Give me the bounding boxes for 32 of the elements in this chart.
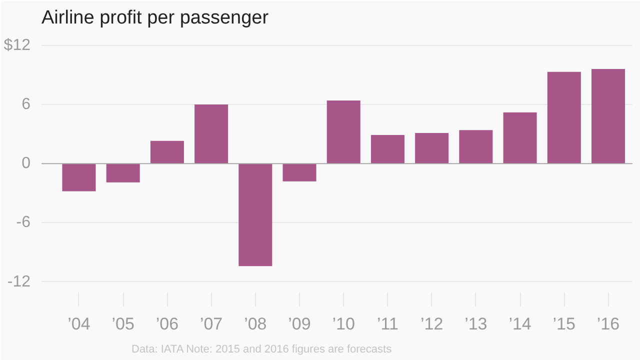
bar [194,104,228,164]
x-tick-label: ’16 [596,314,620,334]
bar [238,164,272,266]
bar [547,72,581,164]
bar [459,130,493,164]
x-tick-label: ’13 [464,314,488,334]
x-tick-label: ’12 [420,314,444,334]
y-tick-label: -6 [16,214,31,232]
bar [503,112,537,164]
x-tick-label: ’04 [68,314,90,334]
y-tick-label: $12 [4,36,31,54]
bar [591,68,625,164]
x-tick-label: ’10 [332,314,355,334]
x-tick-label: ’05 [112,314,134,334]
x-tick-label: ’08 [244,314,267,334]
x-tick-label: ’11 [377,314,398,334]
bar [106,164,140,182]
x-tick-label: ’06 [156,314,179,334]
bar [150,140,184,164]
y-tick-label: 6 [22,96,31,113]
bar [326,100,360,164]
x-tick-label: ’09 [288,314,311,334]
chart-title: Airline profit per passenger [42,8,270,28]
bar [282,164,316,182]
x-tick-label: ’14 [508,314,532,334]
bar [370,135,404,164]
bar [62,164,96,192]
bar [415,133,449,164]
y-tick-label: -12 [7,273,31,290]
x-tick-label: ’07 [200,314,223,334]
x-tick-label: ’15 [552,314,576,334]
y-tick-label: 0 [22,155,31,172]
